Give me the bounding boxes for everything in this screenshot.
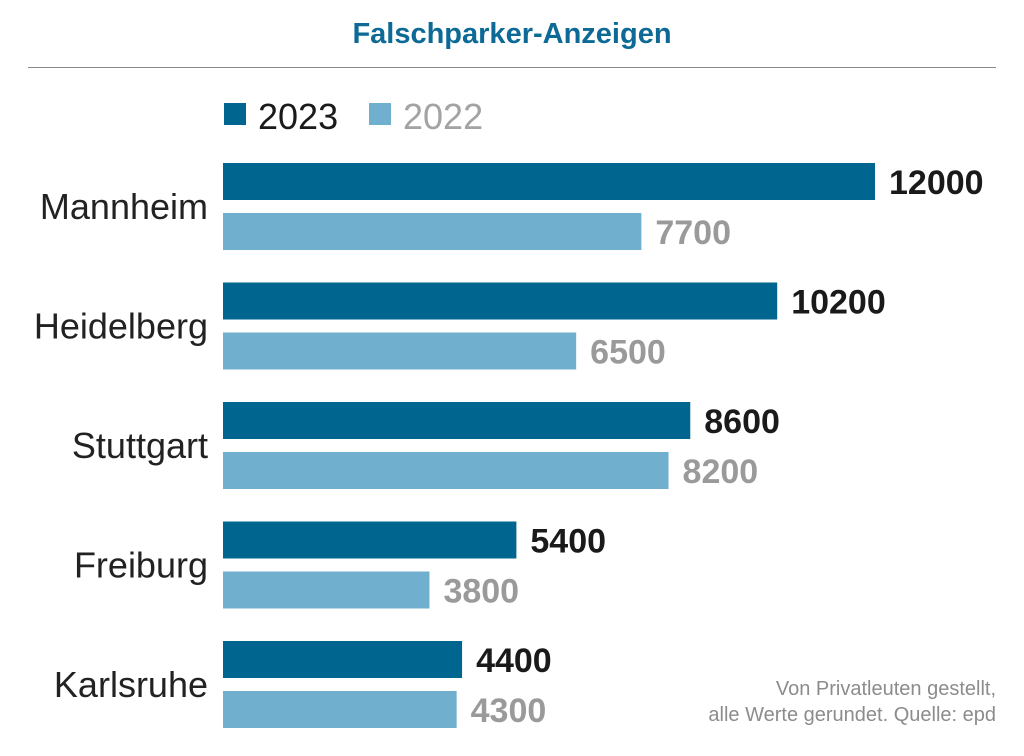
bar-2022-stuttgart: [223, 452, 669, 489]
legend-label-2022: 2022: [403, 96, 483, 137]
value-label-2022-heidelberg: 6500: [590, 334, 666, 372]
bar-2023-mannheim: [223, 163, 875, 200]
value-label-2023-karlsruhe: 4400: [476, 642, 552, 680]
legend-swatch-2023: [224, 103, 246, 125]
category-label-mannheim: Mannheim: [40, 186, 208, 227]
bar-2022-karlsruhe: [223, 691, 457, 728]
category-label-heidelberg: Heidelberg: [34, 306, 208, 347]
category-label-karlsruhe: Karlsruhe: [54, 664, 208, 705]
bar-2023-freiburg: [223, 521, 517, 559]
category-label-freiburg: Freiburg: [74, 545, 208, 586]
bar-2022-mannheim: [223, 213, 642, 250]
value-label-2023-freiburg: 5400: [530, 523, 606, 561]
bar-2023-stuttgart: [223, 402, 691, 439]
source-note-line-2: alle Werte gerundet. Quelle: epd: [708, 704, 996, 726]
bar-2022-freiburg: [223, 571, 430, 609]
value-label-2023-mannheim: 12000: [889, 164, 984, 202]
legend-label-2023: 2023: [258, 96, 338, 137]
bar-2023-karlsruhe: [223, 641, 463, 678]
legend-swatch-2022: [369, 103, 391, 125]
chart-title: Falschparker-Anzeigen: [352, 18, 672, 50]
value-label-2022-mannheim: 7700: [655, 214, 731, 252]
source-note: Von Privatleuten gestellt, alle Werte ge…: [708, 676, 996, 728]
value-label-2022-stuttgart: 8200: [683, 453, 759, 491]
value-label-2023-stuttgart: 8600: [704, 403, 780, 441]
value-label-2022-karlsruhe: 4300: [471, 692, 547, 730]
source-note-line-1: Von Privatleuten gestellt,: [775, 678, 996, 700]
title-divider: [28, 67, 996, 68]
category-label-stuttgart: Stuttgart: [72, 425, 208, 466]
value-label-2023-heidelberg: 10200: [791, 284, 886, 322]
value-label-2022-freiburg: 3800: [443, 573, 519, 611]
bar-2022-heidelberg: [223, 332, 577, 370]
bar-2023-heidelberg: [223, 282, 778, 320]
